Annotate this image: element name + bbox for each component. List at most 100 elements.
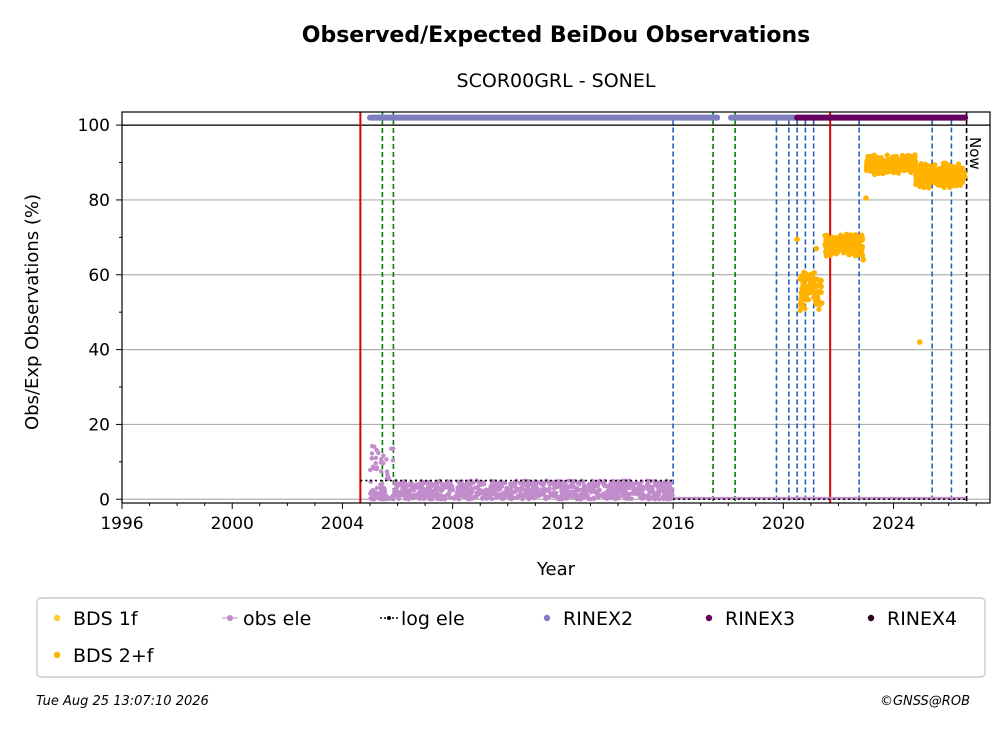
obs-ele-point <box>570 489 576 495</box>
bds2f-point <box>884 152 890 158</box>
obs-ele-point <box>605 496 610 501</box>
chart-subtitle: SCOR00GRL - SONEL <box>457 70 656 92</box>
obs-ele-point <box>417 494 422 499</box>
obs-ele-point <box>384 457 389 462</box>
obs-ele-point <box>645 478 651 483</box>
obs-ele-point <box>607 487 612 493</box>
obs-ele-point <box>630 490 635 495</box>
axes: 0 20 40 60 80 100 1996 2000 2004 2008 2012 2016 2020… <box>78 111 991 534</box>
obs-ele-point <box>442 497 447 502</box>
obs-ele-point <box>419 483 425 488</box>
obs-ele-point <box>525 482 531 487</box>
bds2f-point <box>803 297 809 303</box>
obs-ele-point <box>566 478 572 483</box>
bds2f-point <box>834 251 840 257</box>
bds2f-point <box>853 235 859 241</box>
obs-ele-point <box>665 480 671 486</box>
legend-label: RINEX3 <box>725 608 795 630</box>
bds2f-point <box>940 160 947 166</box>
bds2f-point <box>947 184 953 191</box>
obs-ele-point <box>477 482 482 488</box>
y-tick-label: 20 <box>88 415 110 435</box>
obs-ele-point <box>464 480 470 485</box>
obs-ele-point <box>522 482 528 487</box>
bds2f-point <box>879 156 885 162</box>
footer-credit: ©GNSS@ROB <box>879 694 970 709</box>
obs-ele-point <box>595 481 601 486</box>
obs-ele-point <box>626 481 631 486</box>
bds2f-point <box>859 246 865 253</box>
obs-ele-point <box>595 495 601 500</box>
obs-ele-point <box>387 496 392 501</box>
obs-ele-point <box>408 487 413 493</box>
bds2f-point <box>860 253 866 259</box>
obs-ele-point <box>541 490 546 495</box>
obs-ele-point <box>640 496 645 501</box>
bds2f-point <box>828 242 834 248</box>
obs-ele-point <box>378 469 384 474</box>
bds2f-point <box>934 166 940 172</box>
x-tick-label: 2020 <box>762 514 805 534</box>
obs-ele-point <box>545 494 550 500</box>
bds2f-point <box>816 306 822 312</box>
obs-ele-point <box>487 490 493 496</box>
obs-ele-point <box>587 486 592 492</box>
bds2f-point <box>813 245 820 252</box>
obs-ele-point <box>622 478 627 484</box>
obs-ele-point <box>373 455 379 461</box>
obs-ele-point <box>440 482 446 487</box>
bds2f-point <box>804 276 810 282</box>
obs-ele-point <box>374 466 379 472</box>
obs-ele-point <box>492 489 498 495</box>
obs-ele-point <box>670 487 675 492</box>
bds2f-point <box>835 240 841 246</box>
x-tick-label: 2000 <box>211 514 254 534</box>
legend-label: RINEX2 <box>563 608 633 630</box>
obs-ele-point <box>591 495 597 500</box>
data-series <box>360 114 969 502</box>
y-tick-label: 40 <box>88 341 110 361</box>
obs-ele-point <box>498 481 503 487</box>
x-tick-label: 1996 <box>100 514 143 534</box>
obs-ele-point <box>580 486 586 492</box>
bds2f-point <box>872 154 878 161</box>
obs-ele-point <box>551 486 557 491</box>
bds2f-point <box>961 170 968 176</box>
bds2f-point <box>818 277 824 283</box>
y-tick-label: 0 <box>99 490 110 510</box>
bds2f-point <box>938 165 944 171</box>
now-label: Now <box>966 137 984 170</box>
obs-ele-point <box>440 487 446 492</box>
obs-ele-point <box>504 485 509 491</box>
y-tick-label: 60 <box>88 266 110 286</box>
obs-ele-point <box>369 451 375 456</box>
obs-ele-point <box>435 491 440 496</box>
obs-ele-point <box>662 489 668 494</box>
obs-ele-point <box>514 487 520 492</box>
obs-ele-point <box>476 492 482 497</box>
bds2f-point <box>801 269 807 275</box>
y-axis-label: Obs/Exp Observations (%) <box>22 194 43 430</box>
obs-ele-point <box>452 496 457 501</box>
obs-ele-point <box>376 450 381 456</box>
bds2f-point <box>891 167 897 173</box>
obs-ele-point <box>520 496 525 502</box>
bds2f-point <box>953 166 959 172</box>
obs-ele-point <box>476 487 481 492</box>
obs-ele-point <box>594 491 599 496</box>
legend-label: RINEX4 <box>887 608 957 630</box>
x-tick-label: 2024 <box>872 514 915 534</box>
y-tick-label: 100 <box>78 116 110 136</box>
obs-ele-point <box>470 489 475 494</box>
obs-ele-point <box>467 497 472 502</box>
legend-marker <box>227 615 233 621</box>
bds2f-point <box>799 286 805 292</box>
bds2f-point <box>900 156 906 162</box>
obs-ele-point <box>383 496 388 502</box>
bds2f-point <box>885 167 891 173</box>
obs-ele-point <box>464 488 469 493</box>
obs-ele-point <box>629 483 635 489</box>
bds2f-point <box>808 281 814 287</box>
obs-ele-point <box>523 488 529 493</box>
obs-ele-point <box>601 493 606 498</box>
